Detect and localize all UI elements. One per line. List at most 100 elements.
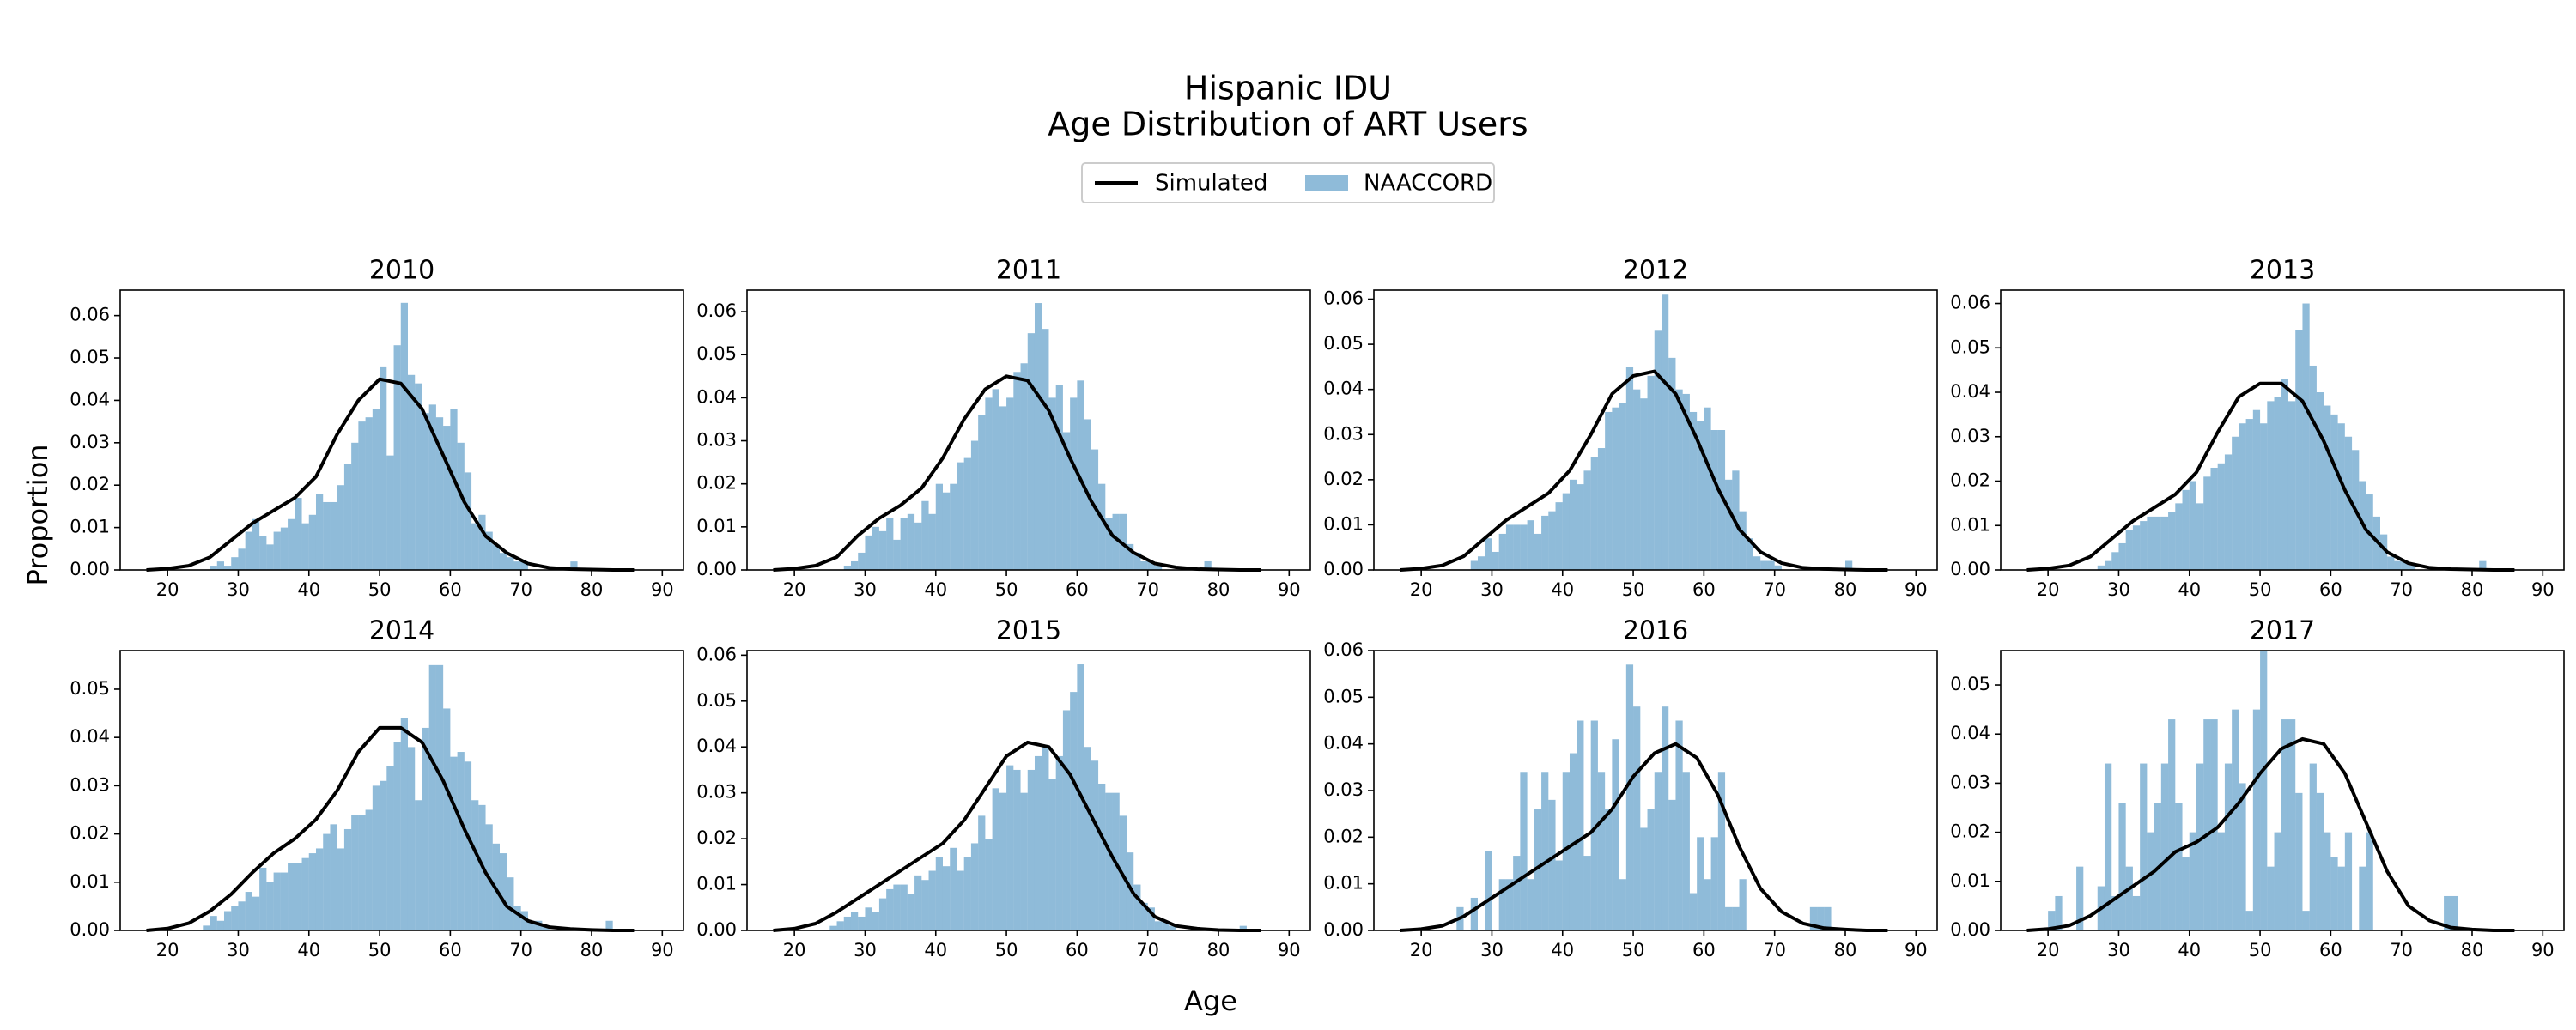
x-tick-label: 80 [2461, 579, 2484, 600]
bar [1817, 906, 1825, 930]
bar [2274, 397, 2281, 570]
y-tick-label: 0.06 [1323, 639, 1364, 660]
bar [407, 374, 416, 570]
x-tick-label: 40 [1551, 579, 1574, 600]
bar [203, 925, 210, 930]
bar [1774, 565, 1782, 570]
y-tick-label: 0.04 [1950, 723, 1990, 743]
x-tick-label: 60 [2319, 579, 2342, 600]
kde-line [773, 740, 1261, 932]
bar [2168, 719, 2176, 930]
y-tick-label: 0.06 [696, 300, 737, 321]
bar [1704, 407, 1711, 570]
bar [1590, 720, 1598, 930]
bar [1006, 765, 1014, 930]
x-tick-label: 20 [783, 579, 806, 600]
x-tick-label: 30 [2107, 579, 2130, 600]
bar [295, 863, 302, 930]
x-tick-label: 60 [1692, 940, 1716, 960]
bar [999, 406, 1007, 570]
bar [850, 560, 859, 570]
bar [520, 911, 528, 930]
bar [2104, 560, 2112, 570]
bar [1534, 533, 1542, 570]
figure-subtitle: Age Distribution of ART Users [1048, 106, 1528, 143]
bar [858, 916, 866, 930]
x-tick-label: 50 [368, 579, 392, 600]
bar [2147, 516, 2154, 570]
bar [1077, 380, 1084, 570]
bar [2287, 401, 2296, 570]
bar [400, 302, 408, 570]
bar [238, 901, 246, 930]
bar [1577, 484, 1584, 570]
x-tick-label: 70 [2390, 579, 2413, 600]
bar [2239, 783, 2246, 930]
bar [2366, 832, 2373, 930]
bar [2111, 895, 2119, 930]
bar [1668, 799, 1676, 930]
bar [1513, 856, 1521, 930]
bar [2281, 379, 2288, 570]
bar [2189, 832, 2196, 930]
bar [2232, 436, 2239, 570]
x-tick-label: 20 [156, 940, 179, 960]
x-tick-label: 90 [1905, 579, 1928, 600]
bar [978, 415, 986, 570]
bar [963, 457, 971, 570]
bar [1824, 906, 1832, 930]
y-tick-label: 0.01 [70, 517, 110, 537]
y-tick-label: 0.04 [1323, 733, 1364, 754]
bar [259, 867, 267, 930]
bar [2140, 763, 2148, 930]
bar [2048, 911, 2056, 930]
bar [450, 756, 458, 930]
bar [308, 853, 316, 930]
bar [1661, 294, 1669, 570]
bar [2125, 530, 2133, 570]
bar [992, 788, 999, 930]
x-tick-label: 80 [1834, 940, 1857, 960]
bar [1470, 560, 1478, 570]
figure-title: Hispanic IDU [1184, 70, 1392, 107]
bar [520, 561, 528, 570]
bar [2245, 911, 2253, 930]
bar [1140, 902, 1148, 930]
bar [464, 472, 472, 570]
bar [942, 492, 951, 570]
bar [2118, 542, 2126, 570]
bar [210, 566, 217, 570]
bar [1527, 520, 1534, 570]
x-tick-label: 50 [2249, 940, 2272, 960]
bar [1485, 851, 1492, 930]
x-tick-label: 80 [580, 940, 604, 960]
y-tick-label: 0.02 [696, 827, 737, 848]
axes-frame [746, 650, 1311, 931]
x-tick-label: 90 [2531, 579, 2555, 600]
y-tick-label: 0.04 [70, 389, 110, 409]
bar [2252, 409, 2261, 570]
axes-frame [2000, 650, 2565, 931]
bar [252, 896, 260, 930]
x-axis-label: Age [1184, 985, 1237, 1017]
bar [1091, 760, 1099, 930]
bar [1689, 411, 1698, 570]
x-tick-label: 30 [854, 940, 877, 960]
bar [1062, 710, 1071, 930]
bar [893, 539, 901, 570]
bar [1042, 329, 1049, 570]
y-tick-label: 0.01 [1950, 514, 1990, 535]
bar [1583, 470, 1591, 570]
bar [2210, 467, 2218, 570]
bar [2260, 651, 2268, 930]
bar [273, 531, 281, 570]
bar [2387, 556, 2395, 570]
bar [2203, 719, 2211, 930]
x-tick-label: 80 [580, 579, 604, 600]
x-tick-label: 60 [1692, 579, 1716, 600]
axes-frame [119, 650, 684, 931]
bar [963, 857, 971, 930]
bar [308, 514, 316, 570]
axes-frame [2000, 289, 2565, 571]
bar [1520, 772, 1528, 930]
